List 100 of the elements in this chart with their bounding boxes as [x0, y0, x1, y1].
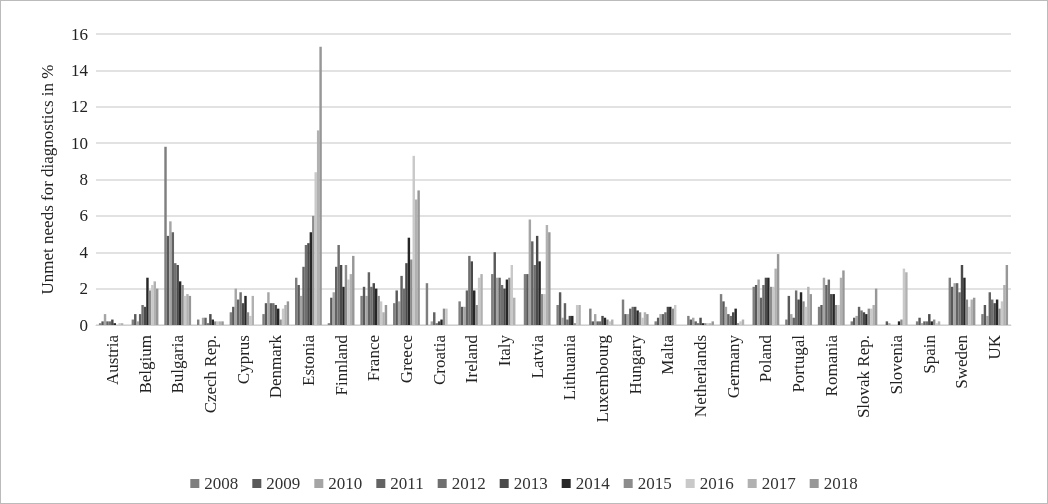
- x-tick-label: Slovenia: [887, 334, 907, 395]
- bar: [267, 292, 270, 325]
- bar: [785, 319, 788, 325]
- y-axis-title: Unmet needs for diagnostics in %: [38, 64, 57, 295]
- bar: [928, 314, 931, 325]
- y-tick-label: 8: [79, 170, 88, 189]
- x-tick-label: Bulgaria: [168, 334, 188, 394]
- bar: [337, 244, 340, 325]
- y-tick-label: 12: [71, 97, 88, 117]
- y-tick-label: 2: [79, 279, 88, 299]
- y-tick-label: 16: [71, 24, 88, 44]
- bar: [377, 295, 380, 325]
- x-tick-label: Poland: [756, 334, 776, 383]
- bar: [405, 263, 408, 325]
- y-tick-label: 14: [71, 60, 89, 80]
- bar: [531, 241, 534, 325]
- bar: [239, 292, 242, 325]
- y-tick-label: 10: [71, 133, 88, 153]
- bar: [981, 314, 984, 325]
- bar: [342, 286, 345, 325]
- x-tick-label: Germany: [723, 334, 743, 399]
- x-tick-label: UK: [985, 334, 1005, 360]
- x-tick-label: Latvia: [527, 334, 547, 379]
- x-tick-label: Romania: [821, 334, 841, 397]
- bar: [556, 304, 559, 325]
- bar: [802, 301, 805, 325]
- bar: [722, 301, 725, 325]
- bar: [774, 268, 777, 325]
- x-tick-label: Portugal: [789, 334, 809, 393]
- x-tick-label: Hungary: [625, 334, 645, 395]
- bar: [146, 277, 149, 325]
- bar: [734, 308, 737, 325]
- legend-label: 2008: [204, 474, 239, 493]
- bar: [561, 317, 564, 325]
- bar: [872, 304, 875, 325]
- bar: [417, 190, 420, 325]
- x-tick-label: Austria: [102, 334, 122, 386]
- bar: [468, 255, 471, 325]
- bar: [297, 284, 300, 325]
- bar: [491, 274, 494, 325]
- x-tick-label: Netherlands: [691, 335, 711, 418]
- y-tick-label: 4: [79, 242, 89, 262]
- x-tick-label: Ireland: [462, 334, 482, 384]
- x-tick-label: Belgium: [135, 335, 155, 394]
- bar: [1003, 284, 1006, 325]
- bar: [762, 284, 765, 325]
- legend-label: 2010: [328, 474, 363, 493]
- legend-label: 2009: [266, 474, 301, 493]
- bar: [548, 232, 551, 325]
- bar: [993, 303, 996, 325]
- bar: [232, 306, 235, 325]
- bar: [757, 279, 760, 325]
- legend-label: 2018: [823, 474, 858, 493]
- legend-label: 2014: [575, 474, 611, 493]
- bar: [687, 315, 690, 325]
- x-tick-label: Greece: [396, 335, 416, 384]
- bar: [312, 215, 315, 325]
- x-tick-label: Estonia: [298, 334, 318, 386]
- bar: [209, 314, 212, 325]
- legend-label: 2011: [390, 474, 424, 493]
- bar: [319, 46, 322, 325]
- x-tick-label: Finnland: [331, 334, 351, 396]
- x-tick-label: Italy: [494, 334, 514, 367]
- bar: [589, 308, 592, 325]
- bar: [395, 290, 398, 325]
- legend-label: 2013: [513, 474, 548, 493]
- x-tick-label: Denmark: [266, 334, 286, 399]
- y-tick-label: 0: [79, 315, 88, 335]
- bar: [136, 321, 139, 325]
- legend-label: 2012: [451, 474, 486, 493]
- x-tick-label: Spain: [919, 334, 939, 374]
- bar: [365, 295, 368, 325]
- bar: [400, 275, 403, 325]
- bar: [998, 308, 1001, 325]
- y-tick-label: 6: [79, 206, 88, 226]
- bar: [262, 314, 265, 325]
- bar: [330, 297, 333, 325]
- bar: [360, 295, 363, 325]
- bar: [382, 312, 385, 325]
- bar: [475, 304, 478, 325]
- bar: [825, 284, 828, 325]
- bar: [807, 286, 810, 325]
- bar: [538, 261, 541, 325]
- x-tick-label: Slovak Rep.: [854, 335, 874, 419]
- bar: [797, 299, 800, 325]
- bar: [654, 321, 657, 325]
- bar: [963, 277, 966, 325]
- bar: [918, 317, 921, 325]
- legend-label: 2017: [761, 474, 797, 493]
- bar: [164, 146, 167, 325]
- x-tick-label: Czech Rep.: [200, 335, 220, 414]
- bar: [169, 221, 172, 325]
- x-tick-label: Luxembourg: [593, 334, 613, 423]
- bar: [410, 259, 413, 325]
- legend-label: 2015: [637, 474, 672, 493]
- bar: [842, 270, 845, 325]
- x-tick-label: Sweden: [952, 334, 972, 389]
- x-tick-label: Croatia: [429, 334, 449, 386]
- bar: [905, 272, 908, 325]
- legend-label: 2016: [699, 474, 734, 493]
